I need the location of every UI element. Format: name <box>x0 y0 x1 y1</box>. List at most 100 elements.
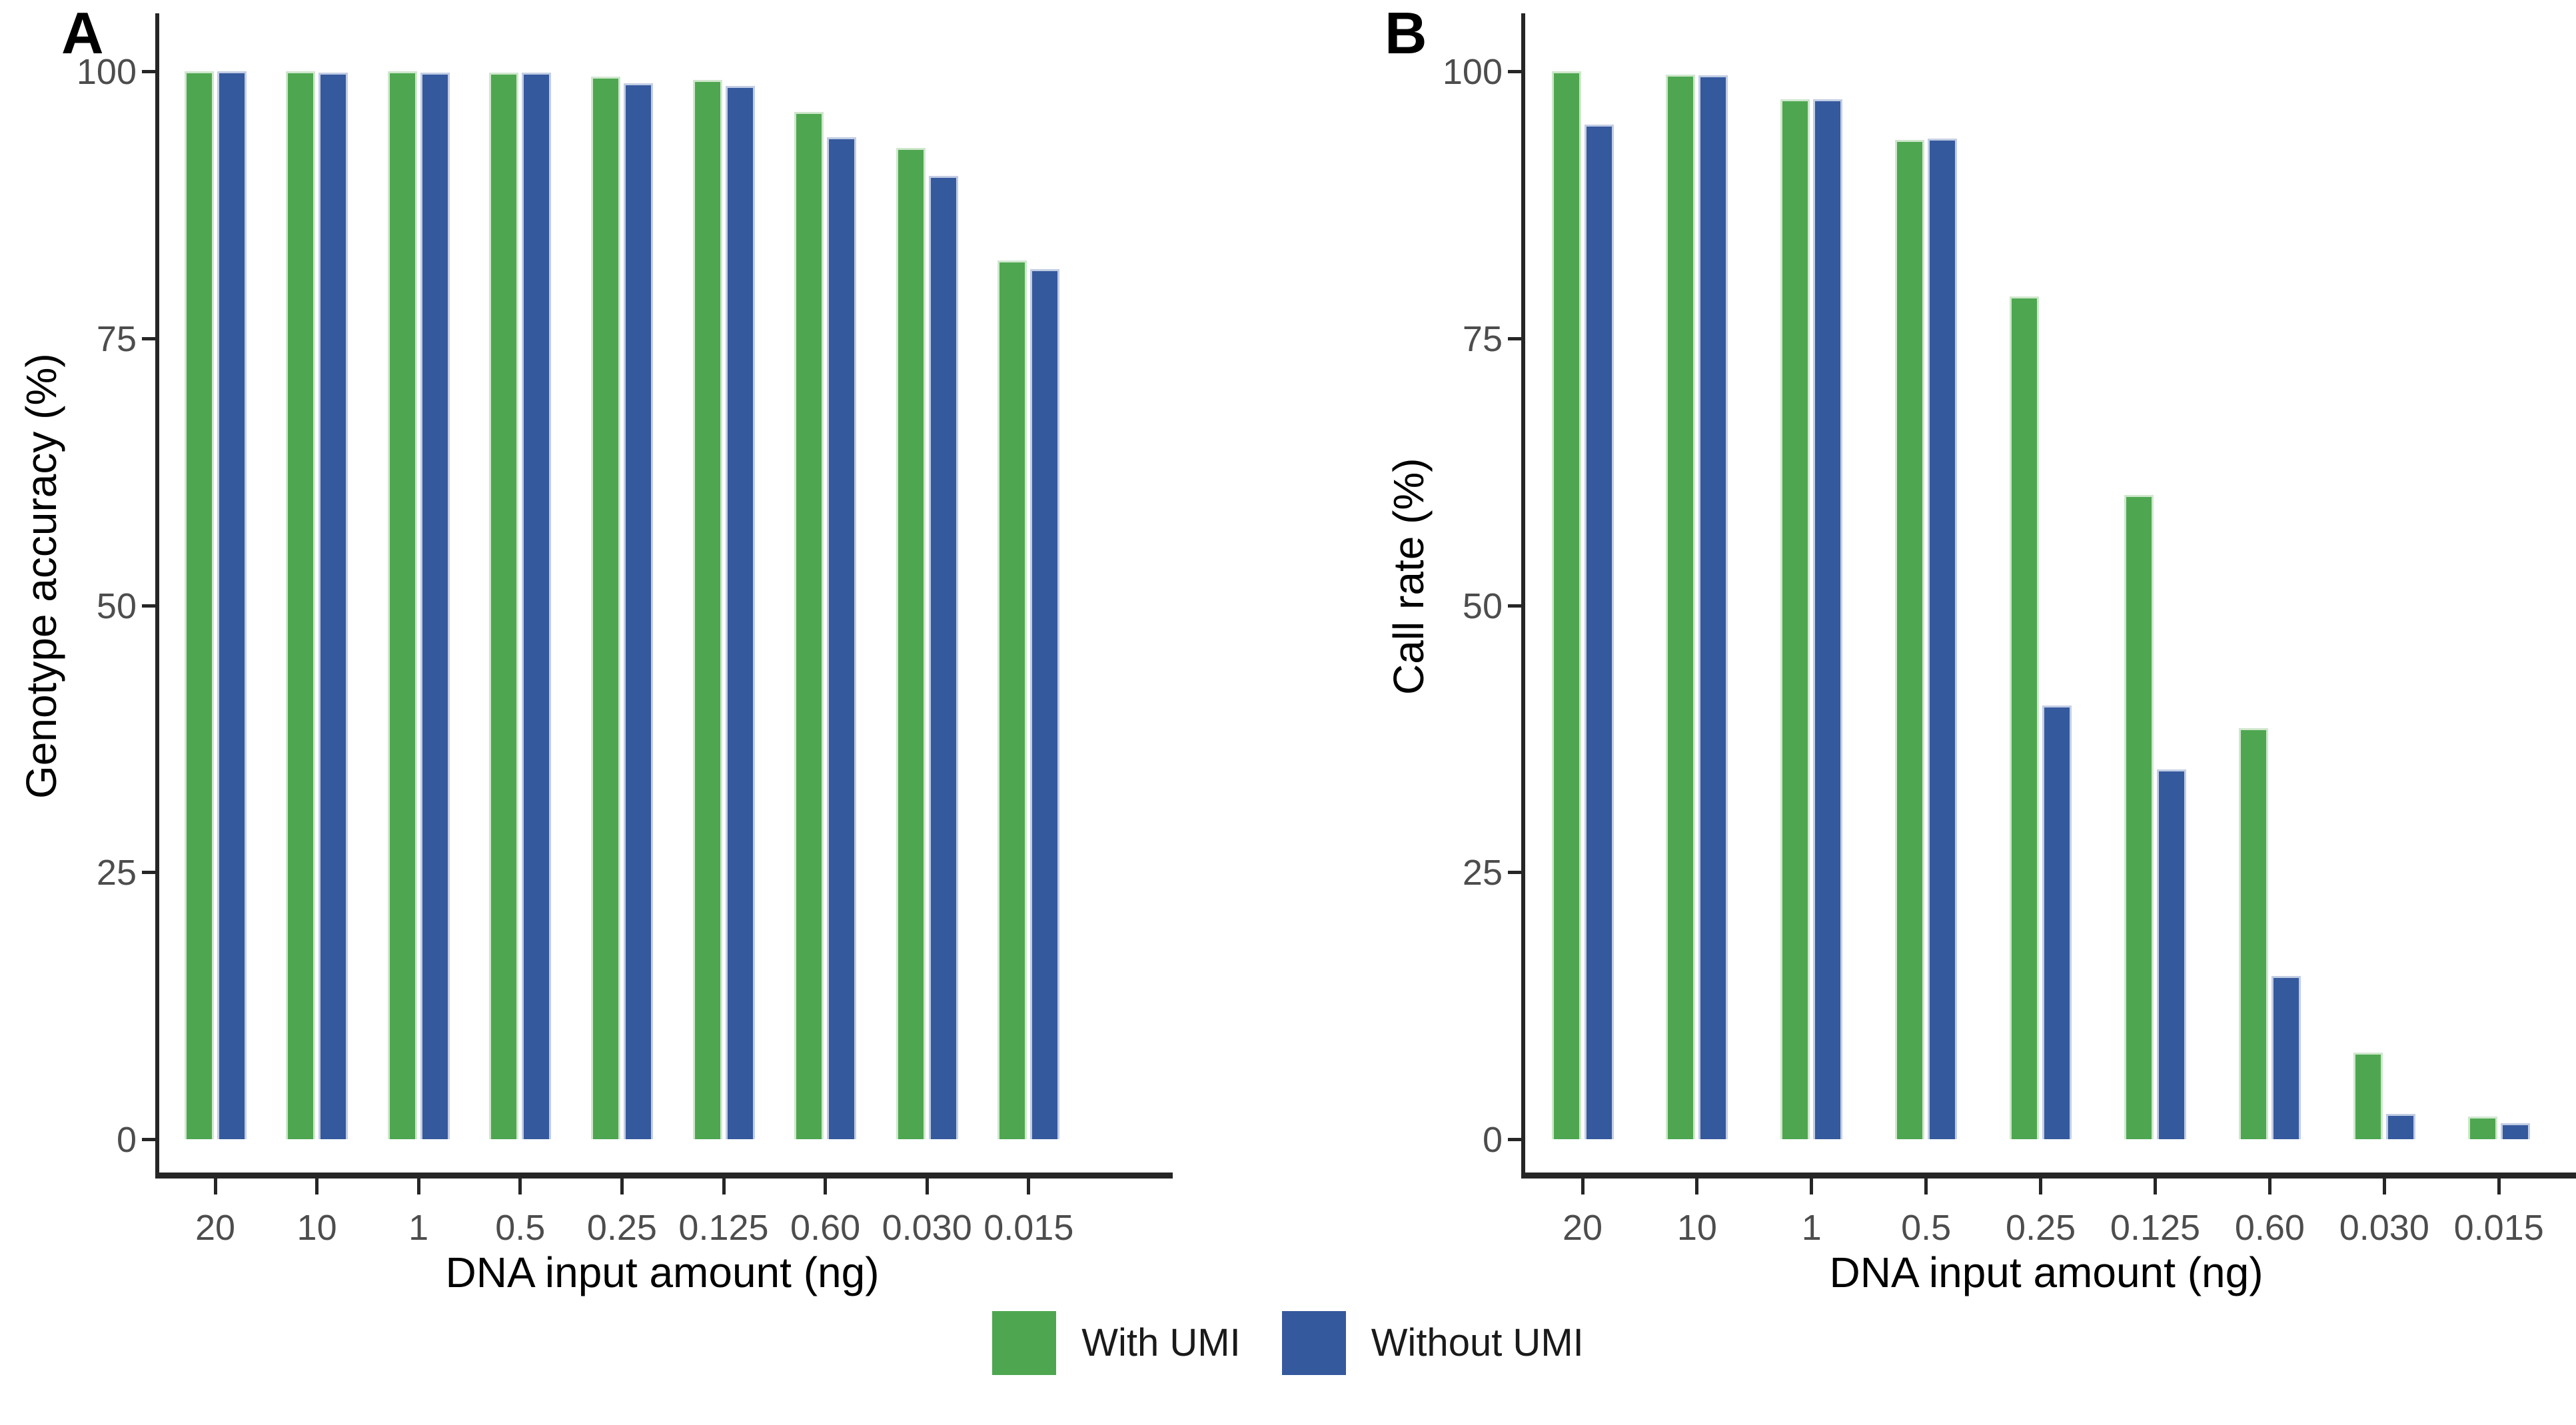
x-axis-tick <box>2154 1179 2157 1194</box>
legend-label-without-umi: Without UMI <box>1371 1321 1584 1364</box>
y-axis-tick <box>1508 336 1521 340</box>
bar-without-umi-0.125 <box>725 86 755 1139</box>
y-axis-tick <box>142 336 155 340</box>
y-axis-tick-label: 75 <box>1462 318 1503 359</box>
x-axis-tick <box>1581 1179 1585 1194</box>
x-axis-tick <box>1695 1179 1699 1194</box>
bar-without-umi-0.25 <box>2042 706 2072 1139</box>
x-axis-tick <box>2382 1179 2386 1194</box>
bar-without-umi-20 <box>1584 125 1614 1139</box>
bar-without-umi-0.015 <box>2500 1123 2530 1139</box>
x-axis-tick <box>1027 1179 1031 1194</box>
x-axis-tick-label: 20 <box>1562 1208 1603 1248</box>
x-axis-tick-label: 10 <box>297 1208 337 1248</box>
bar-with-umi-0.125 <box>692 79 722 1139</box>
bar-without-umi-1 <box>1813 99 1843 1139</box>
bar-without-umi-0.60 <box>827 137 857 1139</box>
legend-item-without-umi: Without UMI <box>1281 1311 1584 1375</box>
y-axis-tick <box>142 871 155 875</box>
x-axis-tick-label: 0.125 <box>2110 1208 2201 1248</box>
bar-without-umi-0.60 <box>2271 975 2301 1139</box>
y-axis-tick <box>142 70 155 73</box>
x-axis-tick-label: 0.030 <box>882 1208 972 1248</box>
x-axis-tick <box>518 1179 522 1194</box>
bar-with-umi-0.25 <box>2010 296 2040 1139</box>
x-axis-tick <box>213 1179 217 1194</box>
y-axis-tick <box>142 604 155 608</box>
x-axis-tick <box>2267 1179 2271 1194</box>
panel-b-plot-area: 0 25 50 75 100 20 10 1 0.5 0.25 0.125 0.60 0.030 0.01… <box>1443 13 2576 1246</box>
x-axis-tick <box>1924 1179 1928 1194</box>
y-axis-tick-label: 25 <box>96 853 137 893</box>
x-axis-tick <box>416 1179 420 1194</box>
x-axis-tick <box>620 1179 624 1194</box>
y-axis-tick-label: 75 <box>96 318 137 359</box>
bar-without-umi-0.5 <box>1928 139 1958 1139</box>
x-axis-tick-label: 20 <box>195 1208 236 1248</box>
legend-swatch-with-umi <box>992 1311 1057 1375</box>
bar-with-umi-0.030 <box>896 148 926 1139</box>
y-axis-tick <box>1508 604 1521 608</box>
bar-without-umi-1 <box>420 72 450 1139</box>
legend-item-with-umi: With UMI <box>992 1311 1241 1375</box>
x-axis-tick-label: 0.25 <box>2006 1208 2076 1248</box>
x-axis-tick-label: 0.5 <box>1901 1208 1952 1248</box>
x-axis-tick-label: 0.60 <box>2234 1208 2305 1248</box>
bar-with-umi-0.60 <box>2238 727 2268 1139</box>
y-axis-tick-label: 0 <box>116 1120 137 1160</box>
legend-label-with-umi: With UMI <box>1081 1321 1241 1364</box>
x-axis-tick <box>2497 1179 2501 1194</box>
panel-a-plot-area: 0 25 50 75 100 20 10 1 0.5 0.25 0.125 0.60 0.030 0.01… <box>77 13 1173 1246</box>
bar-without-umi-10 <box>319 72 348 1139</box>
y-axis-tick <box>1508 871 1521 875</box>
bar-without-umi-10 <box>1698 75 1728 1139</box>
bar-with-umi-20 <box>1551 71 1581 1139</box>
x-axis-tick <box>315 1179 319 1194</box>
bar-without-umi-20 <box>217 71 247 1139</box>
y-axis-tick <box>142 1138 155 1141</box>
x-axis-tick-label: 0.25 <box>586 1208 657 1248</box>
panel-a-y-axis-title: Genotype accuracy (%) <box>17 353 65 799</box>
y-axis-tick-label: 25 <box>1462 853 1503 893</box>
x-axis-tick-label: 10 <box>1676 1208 1717 1248</box>
bar-without-umi-0.125 <box>2157 769 2186 1139</box>
bar-without-umi-0.030 <box>928 176 958 1139</box>
x-axis-tick <box>925 1179 929 1194</box>
bar-with-umi-20 <box>184 71 214 1139</box>
bar-with-umi-0.5 <box>489 72 519 1139</box>
y-axis-tick <box>1508 70 1521 73</box>
y-axis-tick <box>1508 1138 1521 1141</box>
y-axis-tick-label: 50 <box>1462 586 1503 626</box>
bar-with-umi-1 <box>387 71 417 1139</box>
y-axis-tick-label: 0 <box>1482 1120 1503 1160</box>
bar-with-umi-10 <box>286 71 316 1139</box>
x-axis-tick-label: 1 <box>408 1208 429 1248</box>
legend: With UMI Without UMI <box>0 1311 2576 1375</box>
y-axis-tick-label: 50 <box>96 586 137 626</box>
bar-with-umi-0.25 <box>590 77 620 1139</box>
panel-a-x-axis-title: DNA input amount (ng) <box>445 1248 880 1296</box>
bar-with-umi-0.015 <box>2467 1117 2497 1139</box>
panel-a-letter: A <box>61 0 104 66</box>
x-axis-tick <box>1810 1179 1814 1194</box>
bar-with-umi-0.030 <box>2353 1053 2383 1139</box>
x-axis-tick-label: 0.5 <box>495 1208 546 1248</box>
x-axis-tick-label: 0.125 <box>678 1208 769 1248</box>
x-axis-tick-label: 1 <box>1801 1208 1822 1248</box>
legend-swatch-without-umi <box>1281 1311 1346 1375</box>
bar-with-umi-0.60 <box>794 111 824 1139</box>
y-axis-tick-label: 100 <box>76 52 137 92</box>
bar-with-umi-10 <box>1666 74 1696 1139</box>
x-axis-tick <box>722 1179 726 1194</box>
y-axis-tick-label: 100 <box>1442 52 1503 92</box>
bar-with-umi-1 <box>1780 99 1810 1139</box>
x-axis-tick-label: 0.015 <box>2453 1208 2544 1248</box>
x-axis-tick <box>2039 1179 2043 1194</box>
bar-without-umi-0.5 <box>522 72 552 1139</box>
x-axis-tick-label: 0.60 <box>790 1208 861 1248</box>
x-axis-tick-label: 0.015 <box>983 1208 1074 1248</box>
bar-with-umi-0.5 <box>1895 139 1925 1139</box>
bar-without-umi-0.030 <box>2385 1113 2415 1139</box>
bar-without-umi-0.25 <box>623 83 653 1139</box>
